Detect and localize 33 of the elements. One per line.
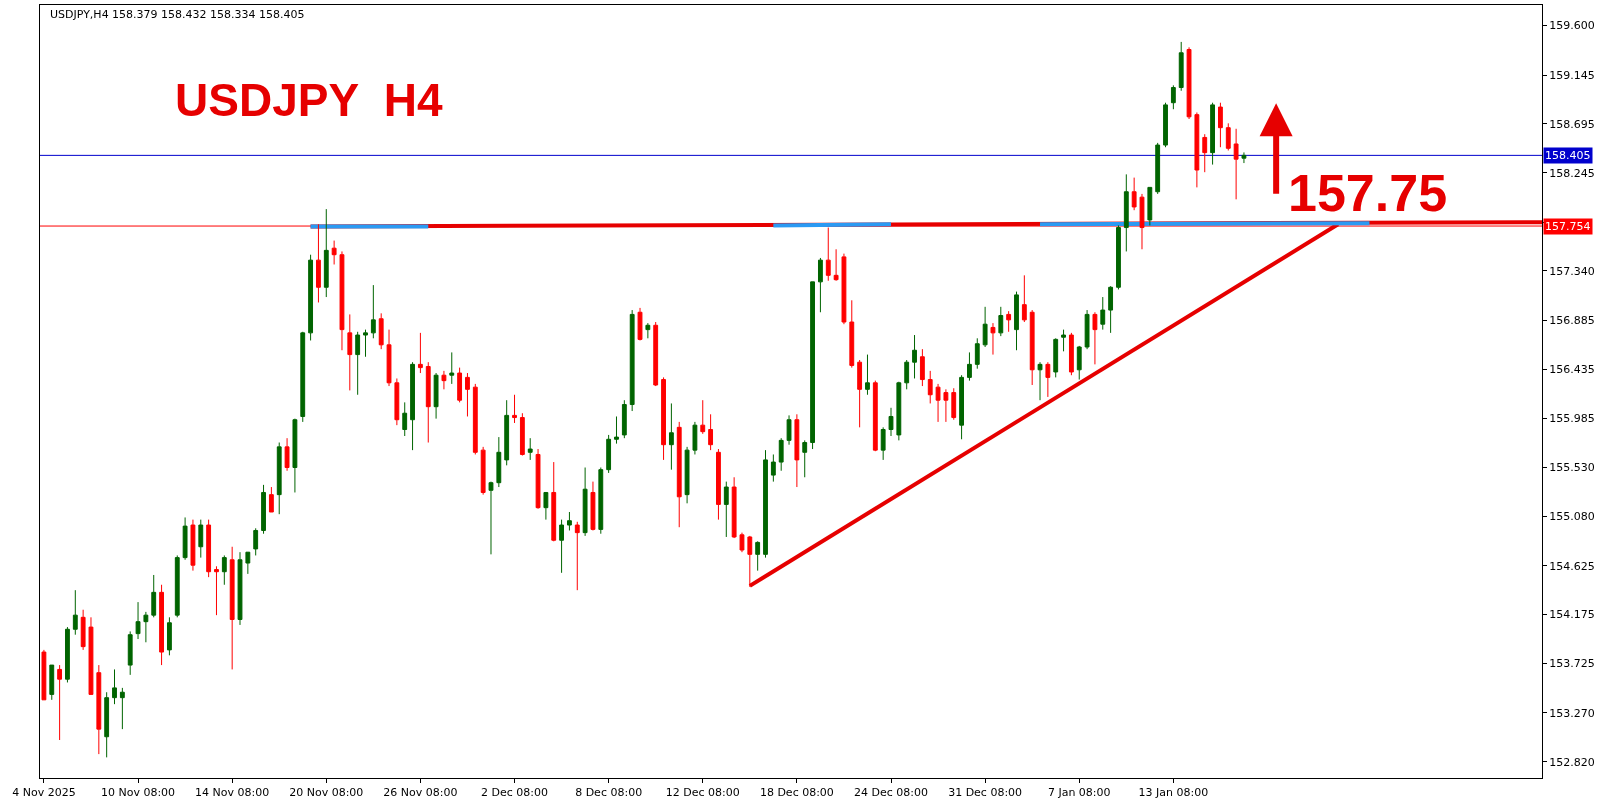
y-tick-label: 155.985 [1549, 411, 1595, 425]
x-tick-label: 26 Nov 08:00 [383, 786, 458, 800]
y-tick-label: 159.145 [1549, 68, 1595, 82]
y-tick-label: 153.725 [1549, 657, 1595, 671]
x-tick-label: 2 Dec 08:00 [481, 786, 549, 800]
x-tick-label: 14 Nov 08:00 [195, 786, 270, 800]
annotation: 157.75 [1288, 164, 1448, 222]
y-tick-label: 156.885 [1549, 314, 1595, 328]
y-tick-label: 154.625 [1549, 559, 1595, 573]
x-tick-label: 13 Jan 08:00 [1138, 786, 1209, 800]
y-tick-label: 159.600 [1549, 19, 1595, 33]
x-tick-label: 18 Dec 08:00 [759, 786, 834, 800]
x-tick-label: 8 Dec 08:00 [575, 786, 643, 800]
x-tick-label: 24 Dec 08:00 [854, 786, 928, 800]
text: USDJPY H4 [175, 74, 444, 127]
y-tick-label: 156.435 [1549, 363, 1595, 377]
y-tick-label: 155.080 [1549, 510, 1595, 524]
y-tick-label: 154.175 [1549, 608, 1595, 622]
x-tick-label: 4 Nov 2025 [12, 786, 76, 800]
chart-subtitle: USDJPY,H4 158.379 158.432 158.334 158.405 [50, 8, 305, 21]
ref-line-label: 157.754 [1545, 220, 1591, 233]
y-tick-label: 158.695 [1549, 117, 1595, 131]
x-tick-label: 12 Dec 08:00 [665, 786, 740, 800]
y-tick-label: 157.340 [1549, 264, 1595, 278]
x-tick-label: 20 Nov 08:00 [289, 786, 364, 800]
x-tick-label: 10 Nov 08:00 [100, 786, 176, 800]
x-tick-label: 31 Dec 08:00 [948, 786, 1023, 800]
ref-line-label: 158.405 [1545, 149, 1591, 162]
y-tick-label: 155.530 [1549, 461, 1595, 475]
y-tick-label: 153.270 [1549, 706, 1595, 720]
y-tick-label: 152.820 [1549, 755, 1595, 769]
y-tick-label: 158.245 [1549, 166, 1595, 180]
x-tick-label: 7 Jan 08:00 [1047, 786, 1111, 800]
